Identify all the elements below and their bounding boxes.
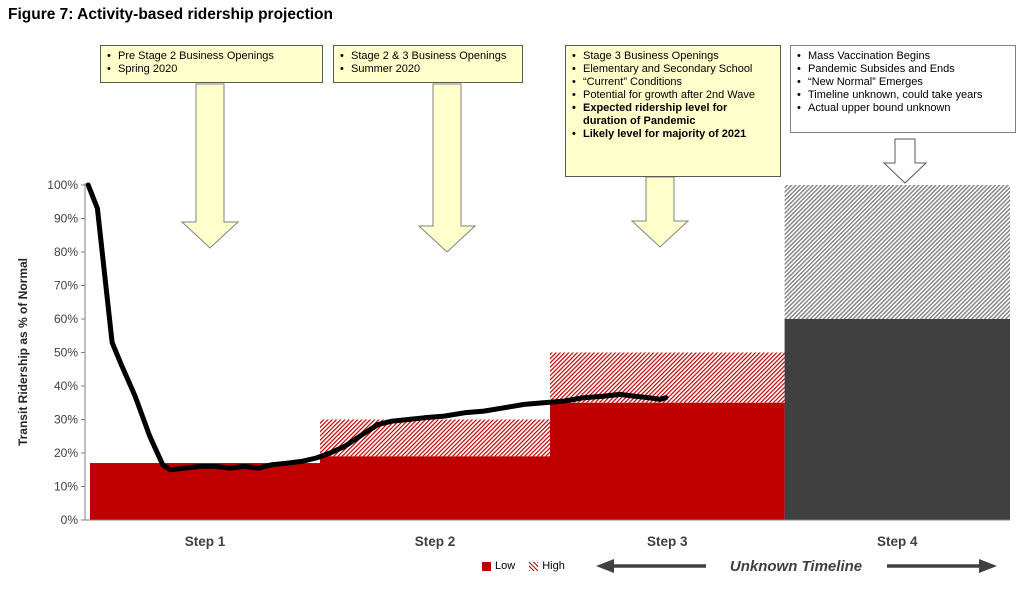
bar-low-step3 bbox=[550, 402, 785, 520]
bar-step4-unknown-upper bbox=[784, 185, 1010, 319]
callout-item: • Potential for growth after 2nd Wave bbox=[572, 89, 756, 101]
y-tick-label: 60% bbox=[54, 312, 78, 326]
figure-title: Figure 7: Activity-based ridership proje… bbox=[8, 6, 333, 23]
legend-high-swatch bbox=[529, 561, 539, 571]
callout-item: • Actual upper bound unknown bbox=[797, 102, 951, 114]
callout-step1: • Pre Stage 2 Business Openings • Spring 20… bbox=[100, 45, 323, 83]
callout-item: • Mass Vaccination Begins bbox=[797, 50, 931, 62]
actual-ridership-line bbox=[85, 182, 669, 473]
legend-low-label: Low bbox=[495, 560, 516, 572]
callout-step3: • Stage 3 Business Openings • Elementary an… bbox=[565, 45, 781, 177]
callout-step2-list: • Stage 2 & 3 Business Openings • Summer 20… bbox=[340, 50, 516, 76]
callout-item: • “New Normal” Emerges bbox=[797, 76, 923, 88]
y-tick-label: 20% bbox=[54, 446, 78, 460]
timeline-arrow-left bbox=[596, 559, 614, 573]
callout-arrow-3 bbox=[630, 176, 690, 248]
y-tick-label: 10% bbox=[54, 480, 78, 494]
callout-step4-list: • Mass Vaccination Begins • Pandemic Subsid… bbox=[797, 50, 1009, 115]
callout-item: • Pandemic Subsides and Ends bbox=[797, 63, 955, 75]
legend-high-label: High bbox=[542, 560, 565, 572]
bar-high-step3 bbox=[550, 352, 785, 403]
x-category-label: Step 2 bbox=[415, 534, 456, 549]
callout-item: • Likely level for majority of 2021 bbox=[572, 128, 747, 140]
unknown-timeline-label: Unknown Timeline bbox=[730, 558, 862, 575]
callout-item: • “Current” Conditions bbox=[572, 76, 683, 88]
y-axis-label: Transit Ridership as % of Normal bbox=[16, 257, 30, 447]
bar-step4-known bbox=[784, 319, 1010, 520]
callout-item: • Spring 2020 bbox=[107, 63, 178, 75]
y-tick-label: 30% bbox=[54, 413, 78, 427]
callout-item: • Pre Stage 2 Business Openings bbox=[107, 50, 274, 62]
callout-step4: • Mass Vaccination Begins • Pandemic Subsid… bbox=[790, 45, 1016, 133]
callout-arrow-1 bbox=[180, 83, 240, 249]
y-tick-label: 80% bbox=[54, 245, 78, 259]
y-tick-label: 100% bbox=[47, 178, 78, 192]
callout-item: • Elementary and Secondary School bbox=[572, 63, 753, 75]
y-tick-label: 70% bbox=[54, 279, 78, 293]
y-tick-label: 0% bbox=[61, 513, 79, 527]
callout-item: • Stage 2 & 3 Business Openings bbox=[340, 50, 507, 62]
callout-step3-list: • Stage 3 Business Openings • Elementary an… bbox=[572, 50, 774, 141]
legend-low-swatch bbox=[482, 561, 491, 571]
callout-item: • Summer 2020 bbox=[340, 63, 421, 75]
callout-item: • Timeline unknown, could take years bbox=[797, 89, 983, 101]
legend-item-low: Low bbox=[482, 560, 515, 572]
bar-low-step2 bbox=[320, 456, 550, 520]
x-category-label: Step 1 bbox=[185, 534, 226, 549]
callout-arrow-2 bbox=[417, 83, 477, 253]
timeline-arrow-right bbox=[979, 559, 997, 573]
x-category-label: Step 3 bbox=[647, 534, 688, 549]
callout-step2: • Stage 2 & 3 Business Openings • Summer 20… bbox=[333, 45, 523, 83]
y-tick-label: 40% bbox=[54, 379, 78, 393]
callout-arrow-4 bbox=[882, 138, 928, 184]
x-category-label: Step 4 bbox=[877, 534, 918, 549]
callout-step1-list: • Pre Stage 2 Business Openings • Spring 20… bbox=[107, 50, 316, 76]
callout-item: • Expected ridership level for duration o… bbox=[572, 102, 728, 127]
bar-low-step1 bbox=[90, 463, 320, 520]
y-tick-label: 90% bbox=[54, 212, 78, 226]
callout-item: • Stage 3 Business Openings bbox=[572, 50, 719, 62]
legend-item-high: High bbox=[529, 560, 565, 572]
y-tick-label: 50% bbox=[54, 346, 78, 360]
legend: Low High bbox=[482, 560, 565, 572]
